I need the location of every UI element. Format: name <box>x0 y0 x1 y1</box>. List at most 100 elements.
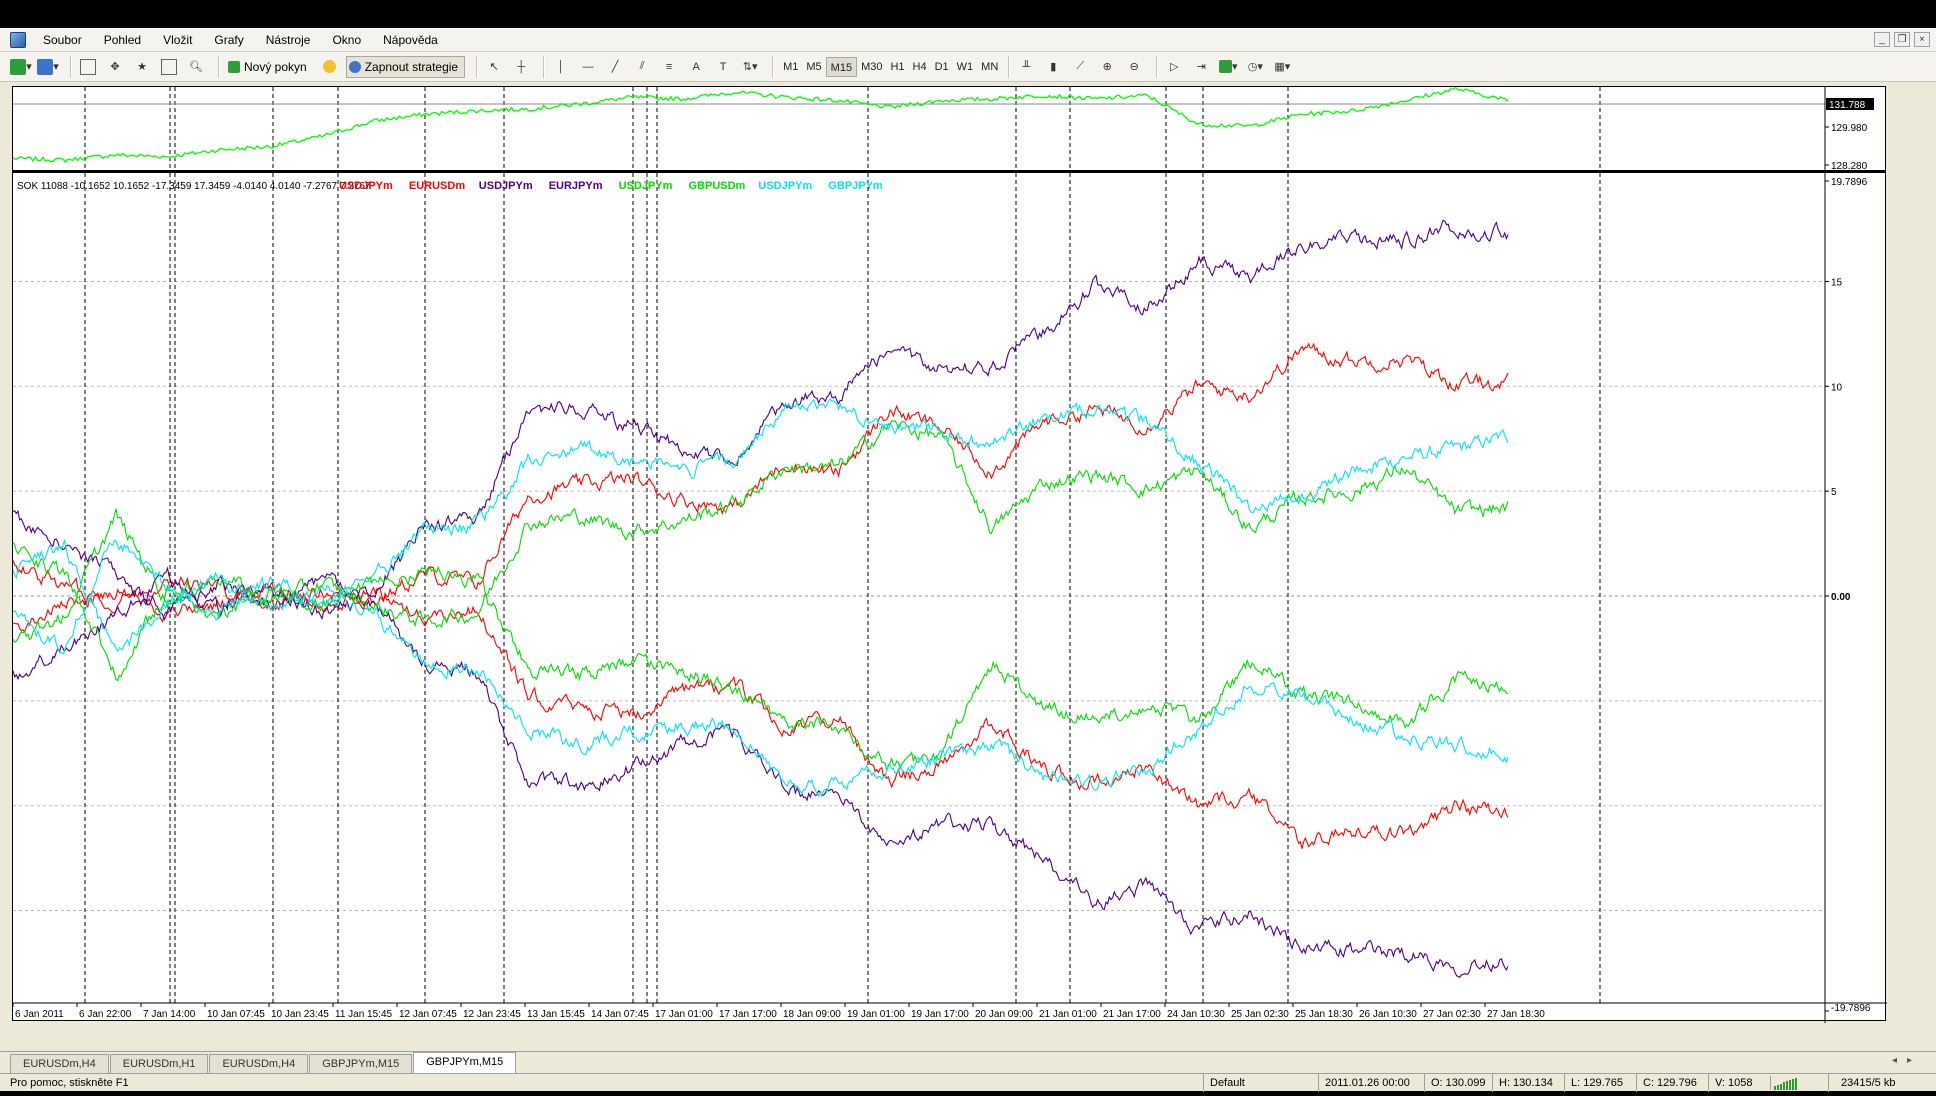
menu-okno[interactable]: Okno <box>332 32 362 47</box>
time-tick-label: 20 Jan 09:00 <box>975 1009 1033 1020</box>
legend-entry: USDJPYm <box>339 180 393 192</box>
timeframe-m5[interactable]: M5 <box>806 60 822 73</box>
tab-scroll-arrows-icon[interactable]: ◂▸ <box>1891 1055 1922 1066</box>
connection-bars-icon <box>1770 1076 1798 1090</box>
indicator-pane[interactable]: SOK 11088 -10.1652 10.1652 -17.3459 17.3… <box>12 171 1887 1023</box>
signal-bar <box>1777 1084 1779 1090</box>
menu-grafy[interactable]: Grafy <box>214 32 244 47</box>
fibonacci-icon[interactable]: ≡ <box>665 60 673 73</box>
vertical-line-icon[interactable]: │ <box>557 60 565 73</box>
label-icon[interactable]: T <box>719 60 727 73</box>
timeframe-m15[interactable]: M15 <box>825 56 858 77</box>
time-tick-label: 26 Jan 10:30 <box>1359 1009 1417 1020</box>
time-tick-label: 25 Jan 18:30 <box>1295 1009 1353 1020</box>
timeframe-h4[interactable]: H4 <box>912 60 927 73</box>
bar-chart-icon[interactable]: ╨ <box>1022 60 1031 73</box>
navigator-icon[interactable]: ✥ <box>110 61 120 73</box>
new-order-button[interactable]: Nový pokyn <box>225 56 314 78</box>
chart-shift-icon[interactable]: ⇥ <box>1196 61 1206 73</box>
menu-soubor[interactable]: Soubor <box>43 32 82 47</box>
time-tick-label: 11 Jan 15:45 <box>335 1009 393 1020</box>
series-line-5 <box>12 542 1509 773</box>
channel-icon[interactable]: ⫽ <box>639 60 645 72</box>
time-tick-label: 21 Jan 01:00 <box>1039 1009 1097 1020</box>
value-tick-label: 0.00 <box>1831 592 1851 603</box>
horizontal-line-icon[interactable]: — <box>582 60 594 73</box>
indicator-chart: SOK 11088 -10.1652 10.1652 -17.3459 17.3… <box>12 173 1887 1023</box>
time-tick-label: 14 Jan 07:45 <box>591 1009 649 1020</box>
chart-tab[interactable]: EURUSDm,H4 <box>209 1054 309 1073</box>
value-tick-label: 15 <box>1831 277 1843 288</box>
zoom-in-icon[interactable]: ⊕ <box>1102 61 1112 73</box>
time-tick-label: 10 Jan 23:45 <box>271 1009 329 1020</box>
terminal-icon[interactable] <box>158 56 180 78</box>
metaeditor-icon[interactable] <box>319 56 341 78</box>
new-order-label: Nový pokyn <box>244 59 307 74</box>
chart-tab[interactable]: EURUSDm,H4 <box>10 1054 109 1073</box>
periods-icon[interactable]: ◷▾ <box>1247 61 1263 73</box>
time-tick-label: 12 Jan 07:45 <box>399 1009 457 1020</box>
window-controls: _ ❐ × <box>1874 32 1930 47</box>
current-price-text: 131.788 <box>1829 100 1866 111</box>
new-chart-icon[interactable]: ▾ <box>10 56 32 78</box>
signal-bar <box>1792 1078 1794 1090</box>
strategy-toggle-button[interactable]: Zapnout strategie <box>345 55 466 78</box>
autoscroll-icon[interactable]: ▷ <box>1170 61 1179 73</box>
line-chart-icon[interactable]: ⟋ <box>1076 60 1085 72</box>
strategy-label: Zapnout strategie <box>364 59 459 74</box>
chart-tab[interactable]: GBPJPYm,M15 <box>309 1054 413 1073</box>
menu-napoveda[interactable]: Nápověda <box>383 32 438 47</box>
templates-icon[interactable]: ▦▾ <box>1274 61 1291 73</box>
signal-bar <box>1795 1077 1797 1090</box>
timeframe-d1[interactable]: D1 <box>934 60 949 73</box>
price-pane[interactable]: 131.788 129.980 128.280 <box>12 86 1886 172</box>
toolbar-separator <box>70 55 71 78</box>
current-price-label <box>1826 98 1874 110</box>
toolbar-separator <box>218 55 219 78</box>
favorites-icon[interactable]: ★ <box>137 61 147 73</box>
chart-tab-active[interactable]: GBPJPYm,M15 <box>413 1052 517 1073</box>
cursor-icon[interactable]: ↖ <box>489 61 499 73</box>
zoom-out-icon[interactable]: ⊖ <box>1129 61 1139 73</box>
timeframe-w1[interactable]: W1 <box>956 60 974 73</box>
legend-entry: EURUSDm <box>409 180 465 192</box>
time-tick-label: 21 Jan 17:00 <box>1103 1009 1161 1020</box>
crosshair-icon[interactable]: ┼ <box>517 60 525 73</box>
close-icon[interactable]: × <box>1914 32 1930 47</box>
market-watch-icon[interactable] <box>77 56 99 78</box>
trendline-icon[interactable]: ╱ <box>611 61 619 73</box>
menu-vlozit[interactable]: Vložit <box>163 32 193 47</box>
app-icon[interactable] <box>10 31 26 48</box>
series-line-0 <box>12 342 1509 614</box>
signal-bar <box>1786 1081 1788 1090</box>
legend-entry: USDJPYm <box>479 180 533 192</box>
indicators-icon[interactable]: ▾ <box>1217 56 1239 78</box>
timeframe-m1[interactable]: M1 <box>783 60 799 73</box>
status-profile: Default <box>1203 1074 1318 1092</box>
profiles-icon[interactable]: ▾ <box>37 56 59 78</box>
time-tick-label: 10 Jan 07:45 <box>207 1009 265 1020</box>
chart-tab[interactable]: EURUSDm,H1 <box>109 1054 209 1073</box>
minimize-icon[interactable]: _ <box>1874 32 1890 47</box>
time-tick-label: 6 Jan 2011 <box>15 1009 64 1020</box>
timeframe-mn[interactable]: MN <box>981 60 999 73</box>
menu-nastroje[interactable]: Nástroje <box>265 32 311 47</box>
time-tick-label: 7 Jan 14:00 <box>143 1009 196 1020</box>
tester-icon[interactable]: 🔍︎ <box>189 61 203 73</box>
time-tick-label: 6 Jan 22:00 <box>79 1009 132 1020</box>
timeframe-h1[interactable]: H1 <box>890 60 905 73</box>
value-tick-label: 10 <box>1831 382 1843 393</box>
menu-bar: Soubor Pohled Vložit Grafy Nástroje Okno… <box>0 28 1936 52</box>
legend-entry: GBPUSDm <box>689 180 746 192</box>
menu-pohled[interactable]: Pohled <box>103 32 142 47</box>
timeframe-m30[interactable]: M30 <box>861 60 883 73</box>
text-icon[interactable]: A <box>692 60 700 73</box>
status-volume: V: 1058 <box>1708 1074 1770 1092</box>
series-line-6 <box>12 397 1509 655</box>
arrows-icon[interactable]: ⇅▾ <box>742 61 758 73</box>
time-tick-label: 27 Jan 02:30 <box>1423 1009 1481 1020</box>
signal-bar <box>1789 1080 1791 1090</box>
candlestick-icon[interactable]: ▮ <box>1050 61 1057 73</box>
chart-tabs: EURUSDm,H4 EURUSDm,H1 EURUSDm,H4 GBPJPYm… <box>0 1051 1936 1073</box>
restore-icon[interactable]: ❐ <box>1894 32 1910 47</box>
